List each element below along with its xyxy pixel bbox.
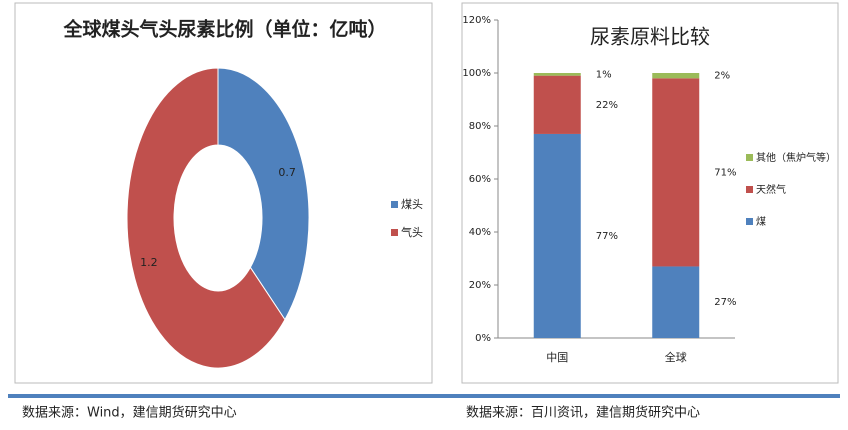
legend-label: 其他（焦炉气等）	[756, 151, 836, 164]
value-label: 77%	[596, 231, 618, 242]
value-label: 0.7	[278, 166, 296, 179]
legend-swatch	[746, 154, 753, 161]
value-label: 71%	[714, 167, 736, 178]
x-tick-label: 全球	[665, 350, 687, 364]
y-tick-label: 60%	[469, 174, 491, 185]
source-note: 数据来源：Wind，建信期货研究中心	[22, 405, 237, 421]
bar-segment	[533, 75, 581, 134]
y-tick-label: 40%	[469, 227, 491, 238]
legend-swatch	[391, 201, 398, 208]
y-tick-label: 80%	[469, 121, 491, 132]
y-tick-label: 100%	[462, 68, 491, 79]
chart-title: 全球煤头气头尿素比例（单位：亿吨）	[62, 18, 386, 41]
value-label: 1.2	[140, 256, 158, 269]
chart-title: 尿素原料比较	[590, 25, 710, 49]
y-tick-label: 0%	[475, 333, 491, 344]
legend-label: 天然气	[756, 183, 786, 196]
source-note: 数据来源：百川资讯，建信期货研究中心	[466, 405, 700, 421]
x-tick-label: 中国	[546, 351, 568, 364]
bar-segment	[652, 266, 700, 338]
legend-swatch	[391, 229, 398, 236]
value-label: 27%	[714, 297, 736, 308]
y-tick-label: 20%	[469, 280, 491, 291]
legend-swatch	[746, 218, 753, 225]
value-label: 22%	[596, 100, 618, 111]
donut-slice	[217, 67, 310, 321]
y-tick-label: 120%	[462, 15, 491, 26]
bar-segment	[652, 73, 700, 79]
divider	[8, 394, 840, 398]
bar-segment	[533, 73, 581, 76]
bar-segment	[652, 78, 700, 267]
bar-segment	[533, 133, 581, 338]
donut-slice	[126, 67, 286, 369]
legend-label: 煤头	[401, 198, 423, 211]
right-panel	[461, 2, 839, 384]
value-label: 2%	[714, 71, 730, 82]
legend-swatch	[746, 186, 753, 193]
value-label: 1%	[596, 69, 612, 80]
legend-label: 煤	[756, 215, 766, 228]
legend-label: 气头	[401, 225, 423, 239]
